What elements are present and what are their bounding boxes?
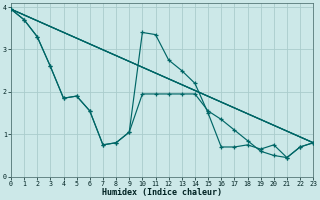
X-axis label: Humidex (Indice chaleur): Humidex (Indice chaleur) (102, 188, 222, 197)
